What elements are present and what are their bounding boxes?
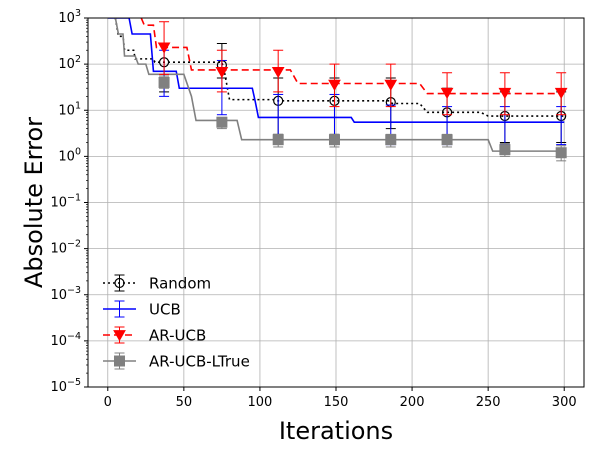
- y-tick-label: 10−3: [50, 285, 81, 303]
- point-ar-ucb: [498, 87, 512, 99]
- point-ar-ucb: [157, 42, 171, 54]
- point-ar-ucb: [384, 79, 398, 91]
- legend-label-ar-ucb-ltrue: AR-UCB-LTrue: [149, 353, 250, 371]
- ticks: 0 50 100 150 200 250 300 10−5 10−4 10−3 10−2 10−1 10…: [50, 8, 576, 410]
- point-ar-ucb-ltrue: [555, 147, 567, 159]
- y-tick-label: 10−2: [50, 239, 81, 257]
- point-ar-ucb: [328, 79, 341, 91]
- point-ar-ucb-ltrue: [499, 144, 511, 156]
- legend-label-random: Random: [149, 275, 211, 293]
- series-line-ucb: [107, 18, 565, 124]
- point-ar-ucb: [440, 87, 454, 99]
- x-tick-label: 200: [400, 395, 425, 410]
- series-line-ar-ucb: [140, 18, 565, 95]
- x-tick-label: 300: [552, 395, 577, 410]
- point-ar-ucb-ltrue: [216, 116, 228, 128]
- x-tick-label: 150: [324, 395, 349, 410]
- y-tick-label: 10−4: [50, 331, 81, 349]
- x-tick-label: 0: [104, 395, 112, 410]
- point-ar-ucb: [215, 66, 229, 79]
- legend: Random UCB AR-UCB AR-UCB-LTrue: [103, 274, 250, 371]
- x-tick-label: 100: [248, 395, 273, 410]
- legend-marker-ar-ucb-ltrue: [114, 355, 125, 367]
- point-ar-ucb-ltrue: [272, 134, 284, 146]
- point-ar-ucb: [271, 66, 285, 79]
- point-ar-ucb: [554, 87, 568, 99]
- y-tick-label: 103: [58, 8, 81, 26]
- legend-marker-random: [114, 277, 125, 289]
- series-markers: [157, 21, 568, 162]
- y-tick-label: 10−5: [50, 377, 81, 395]
- x-tick-label: 250: [476, 395, 501, 410]
- point-ar-ucb-ltrue: [158, 76, 170, 88]
- y-tick-label: 10−1: [50, 193, 81, 211]
- y-axis-label: Absolute Error: [20, 117, 48, 288]
- legend-label-ucb: UCB: [149, 301, 181, 319]
- point-ar-ucb-ltrue: [328, 134, 340, 146]
- y-tick-label: 102: [58, 54, 81, 72]
- legend-label-ar-ucb: AR-UCB: [149, 327, 206, 345]
- x-tick-label: 50: [176, 395, 193, 410]
- point-ar-ucb-ltrue: [441, 134, 453, 146]
- legend-marker-ar-ucb: [113, 330, 126, 342]
- y-tick-label: 101: [58, 100, 81, 118]
- point-ar-ucb-ltrue: [385, 134, 397, 146]
- x-axis-label: Iterations: [279, 417, 393, 445]
- y-tick-label: 100: [58, 146, 81, 164]
